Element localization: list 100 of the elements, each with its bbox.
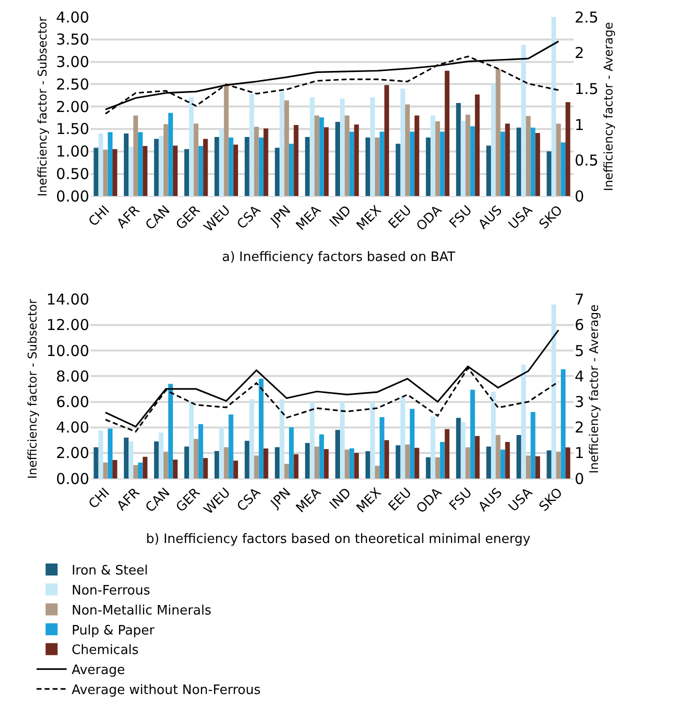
y2-tick-label: 1 <box>574 444 584 462</box>
legend-label: Iron & Steel <box>72 564 148 579</box>
y2-tick-label: 2 <box>574 44 584 62</box>
y-tick-label: 2.50 <box>56 75 90 94</box>
bar <box>254 456 259 479</box>
bar <box>380 417 384 479</box>
bar <box>456 418 461 479</box>
y-tick-label: 6.00 <box>56 393 90 411</box>
bar <box>430 416 436 479</box>
bar <box>474 94 480 196</box>
bar <box>112 149 118 196</box>
bar <box>224 85 229 196</box>
bar <box>274 148 280 196</box>
bar <box>184 446 189 479</box>
bar <box>460 120 466 196</box>
bar <box>198 424 204 479</box>
bar <box>244 137 250 196</box>
bar <box>535 456 540 479</box>
bar <box>370 97 375 196</box>
bar <box>142 146 148 196</box>
bar <box>319 434 324 479</box>
bar <box>521 44 526 196</box>
bar <box>133 116 138 196</box>
bar <box>198 146 204 196</box>
bar <box>133 465 138 479</box>
bar <box>324 127 329 196</box>
bar <box>214 451 220 479</box>
bar <box>410 132 415 196</box>
bar <box>289 427 294 479</box>
bar <box>228 138 234 196</box>
bar <box>500 132 506 196</box>
y2-tick-label: 0 <box>574 187 584 206</box>
bar <box>526 116 531 196</box>
bar <box>154 138 159 196</box>
y-tick-label: 0.50 <box>56 165 90 184</box>
y-tick-label: 2.00 <box>56 98 90 116</box>
bar <box>154 441 159 479</box>
bar <box>138 132 143 196</box>
bar <box>526 456 531 479</box>
bar <box>496 68 500 196</box>
y-tick-label: 10.00 <box>46 342 90 360</box>
bar <box>142 456 148 479</box>
bar <box>460 422 466 479</box>
y2-tick-label: 2.5 <box>574 8 598 26</box>
legend-label: Non-Metallic Minerals <box>72 603 212 618</box>
x-tick-label: USA <box>506 203 536 233</box>
x-tick-label: GER <box>174 485 204 516</box>
bar <box>370 402 375 479</box>
bar <box>124 133 129 196</box>
y2-tick-label: 1 <box>574 116 584 134</box>
y-tick-label: 14.00 <box>46 290 90 309</box>
bar <box>249 399 254 479</box>
bar <box>435 457 440 479</box>
bar <box>103 462 108 479</box>
y-tick-label: 0.00 <box>56 187 90 206</box>
bar <box>305 137 310 196</box>
bar <box>94 447 98 479</box>
bar <box>335 430 340 479</box>
bar <box>491 392 496 479</box>
y2-tick-label: 7 <box>574 290 584 309</box>
bar <box>164 452 168 479</box>
bar <box>314 446 320 479</box>
bar <box>405 444 410 479</box>
bar <box>521 364 526 479</box>
bar <box>474 436 480 479</box>
bar <box>184 149 189 196</box>
bar <box>103 150 108 196</box>
bar <box>414 116 420 196</box>
bar <box>168 112 173 196</box>
bar <box>324 449 329 479</box>
bar <box>516 435 522 479</box>
bar <box>354 452 359 479</box>
bar <box>444 429 450 479</box>
bar <box>158 136 164 196</box>
bar <box>340 402 345 479</box>
bar <box>214 137 220 196</box>
bar <box>294 124 298 196</box>
bar <box>94 148 98 196</box>
bar <box>128 441 134 479</box>
legend-label: Pulp & Paper <box>72 623 156 638</box>
bar <box>384 440 390 479</box>
bar <box>380 132 384 196</box>
y2-axis-title: Inefficiency factor - Average <box>587 304 602 474</box>
bar <box>164 124 168 196</box>
bar <box>556 452 561 479</box>
bar <box>456 103 461 196</box>
y2-tick-label: 0.5 <box>574 152 598 170</box>
x-tick-label: CSA <box>234 485 264 515</box>
bar <box>365 138 370 196</box>
y2-tick-label: 1.5 <box>574 80 598 98</box>
y2-tick-label: 6 <box>574 316 584 334</box>
bar <box>224 447 229 479</box>
x-tick-label: CSA <box>234 203 264 232</box>
bar <box>233 144 238 196</box>
bar <box>264 448 268 479</box>
y-tick-label: 3.00 <box>56 53 90 72</box>
bar <box>470 390 475 479</box>
bar <box>349 448 354 479</box>
bar <box>98 133 104 196</box>
bar <box>396 445 400 479</box>
